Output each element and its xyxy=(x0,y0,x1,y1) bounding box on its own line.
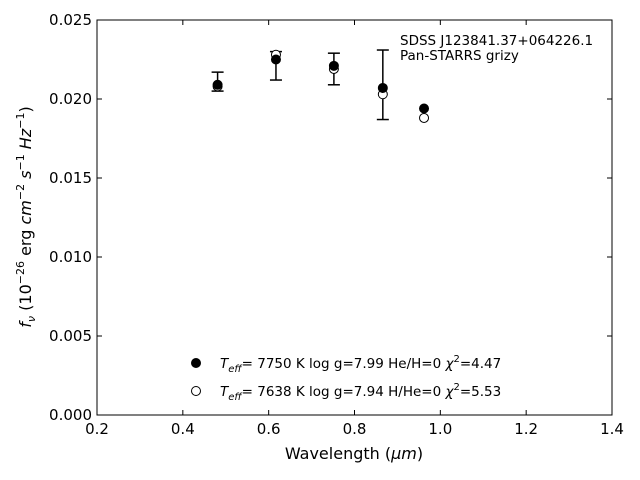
y-axis-label: fν (10−26 erg cm−2 s−1 Hz−1) xyxy=(14,106,38,327)
point-filled xyxy=(270,54,281,65)
legend-marker-filled xyxy=(191,358,201,368)
legend-entry-filled: Teff= 7750 K log g=7.99 He/H=0 χ2=4.47 xyxy=(220,354,501,375)
x-tick-label: 0.4 xyxy=(171,420,195,438)
x-tick-label: 1.4 xyxy=(600,420,624,438)
errorbars-layer xyxy=(211,49,389,121)
points-layer xyxy=(212,49,430,123)
y-tick-label: 0.005 xyxy=(49,327,92,345)
x-tick-label: 0.2 xyxy=(85,420,109,438)
x-tick-label: 0.6 xyxy=(257,420,281,438)
point-filled xyxy=(328,60,339,71)
ticks-layer: 0.2 0.4 0.6 0.8 1.0 1.2 1.4 0.000 0.005 0.010 0.01… xyxy=(49,11,624,438)
legend: Teff= 7750 K log g=7.99 He/H=0 χ2=4.47 T… xyxy=(191,354,501,403)
point-filled xyxy=(419,103,430,114)
legend-entry-open: Teff= 7638 K log g=7.94 H/He=0 χ2=5.53 xyxy=(220,382,501,403)
y-tick-label: 0.010 xyxy=(49,248,92,266)
point-filled xyxy=(377,82,388,93)
plot-frame xyxy=(96,19,613,416)
legend-marker-open xyxy=(191,386,201,396)
y-tick-label: 0.000 xyxy=(49,406,92,424)
x-axis-label: Wavelength (μm) xyxy=(285,444,423,463)
y-tick-label: 0.020 xyxy=(49,90,92,108)
x-tick-label: 1.2 xyxy=(514,420,538,438)
x-tick-label: 1.0 xyxy=(428,420,452,438)
annotation-line-2: Pan-STARRS grizy xyxy=(400,48,519,64)
y-tick-label: 0.025 xyxy=(49,11,92,29)
point-filled xyxy=(212,79,223,90)
y-tick-label: 0.015 xyxy=(49,169,92,187)
annotation-line-1: SDSS J123841.37+064226.1 xyxy=(400,33,593,49)
point-open xyxy=(419,112,430,123)
x-tick-label: 0.8 xyxy=(343,420,367,438)
